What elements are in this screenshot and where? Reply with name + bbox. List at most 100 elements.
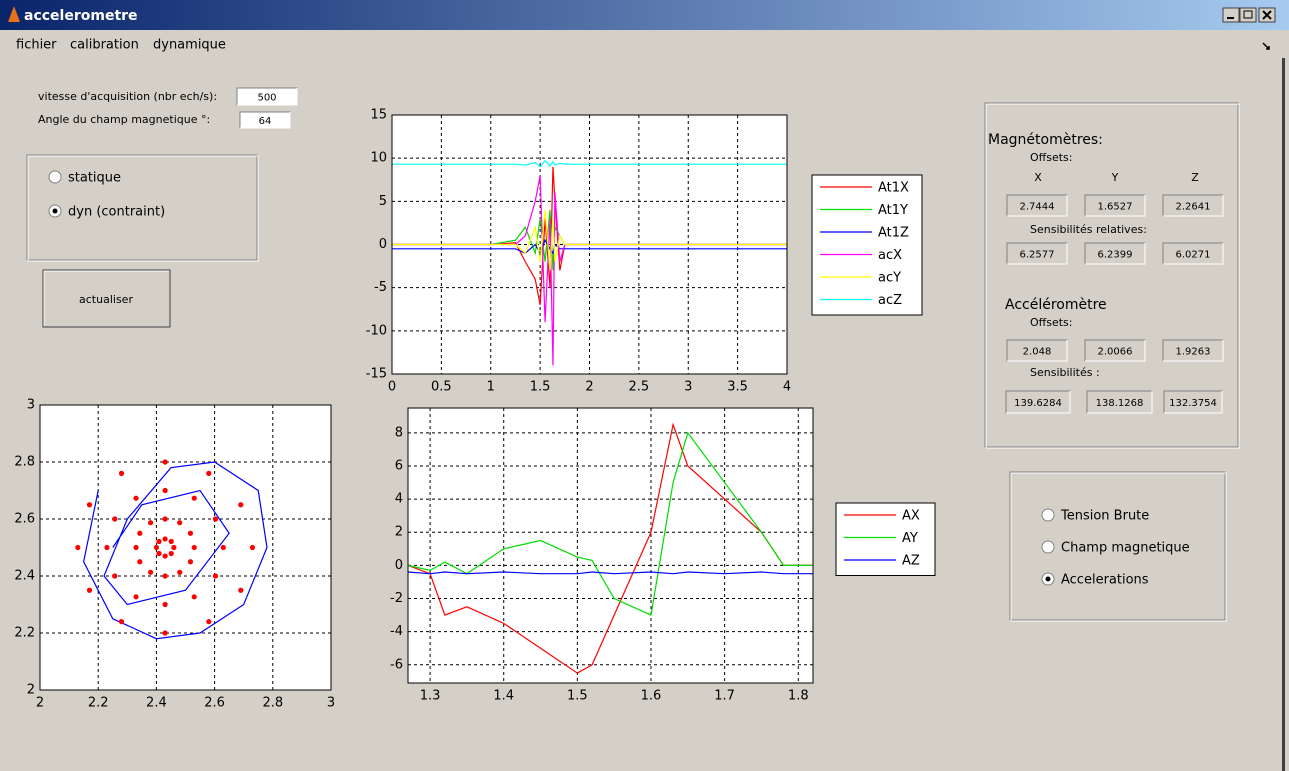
- series-group: [392, 159, 787, 366]
- scatter-point: [249, 544, 256, 551]
- minimize-button[interactable]: [1222, 7, 1240, 23]
- y-tick-label: 2.4: [14, 569, 35, 584]
- value-box-edge: [1085, 340, 1146, 362]
- scatter-point: [177, 520, 183, 526]
- scatter-point: [156, 538, 162, 545]
- scatter-point: [238, 587, 244, 593]
- y-tick-label: -6: [390, 657, 403, 672]
- value-box-edge: [1163, 195, 1224, 217]
- x-tick-label: 2: [36, 696, 44, 711]
- x-tick-label: 1: [487, 380, 495, 395]
- plots: 0 0.5 1 1.5 2 2.5 3 3.5 4 -15 -10 -5 0 5 10 15 At1X At1Y A…: [14, 108, 936, 711]
- x-tick-label: 2.5: [629, 380, 650, 395]
- value-box-edge: [1163, 243, 1224, 265]
- series-group: [75, 459, 268, 640]
- scatter-point: [147, 520, 154, 526]
- y-tick-label: -10: [366, 323, 387, 338]
- scatter-point: [153, 544, 159, 551]
- scatter-point: [162, 516, 168, 522]
- legend: [811, 174, 923, 316]
- button[interactable]: [42, 269, 171, 328]
- scatter-point: [162, 630, 168, 636]
- y-tick-label: 6: [395, 458, 403, 473]
- menu-item[interactable]: dynamique: [153, 38, 226, 53]
- plot-frame: [39, 404, 332, 691]
- button-hl: [43, 270, 169, 326]
- value-box-text: 138.1268: [1096, 398, 1144, 409]
- scatter-point: [238, 502, 244, 508]
- scatter-point: [133, 544, 139, 551]
- scatter-point: [168, 538, 174, 545]
- value-box-text: 6.2577: [1020, 250, 1055, 261]
- mode-radio[interactable]: [48, 170, 62, 184]
- mode-radio-label: statique: [68, 171, 121, 186]
- scatter-point: [162, 553, 168, 559]
- y-tick-label: -4: [390, 624, 403, 639]
- value-box-edge: [1007, 243, 1068, 265]
- legend-label: At1X: [878, 181, 909, 196]
- axis-header: Z: [1191, 171, 1199, 184]
- field-label: Angle du champ magnetique °:: [38, 113, 210, 126]
- window-title: accelerometre: [24, 8, 138, 24]
- scatter-point: [162, 601, 168, 608]
- series-line: [392, 159, 787, 168]
- menu-item[interactable]: calibration: [70, 38, 139, 53]
- scatter-point: [118, 470, 125, 476]
- value-box-text: 1.9263: [1176, 347, 1211, 358]
- scatter-point: [220, 544, 226, 551]
- maximize-glyph: [1243, 10, 1253, 19]
- value-box-text: 6.0271: [1176, 250, 1211, 261]
- legend-label: acZ: [878, 293, 902, 308]
- x-tick-label: 3.5: [727, 380, 748, 395]
- value-box-edge: [1163, 340, 1224, 362]
- x-tick-label: 1.5: [567, 689, 588, 704]
- scatter-point: [191, 594, 197, 600]
- x-tick-label: 0: [388, 380, 396, 395]
- scatter-point: [162, 487, 168, 494]
- y-tick-label: 3: [27, 398, 35, 413]
- y-tick-label: 5: [379, 194, 387, 209]
- y-tick-label: 2: [395, 525, 403, 540]
- calibration-panel: [984, 102, 1239, 448]
- dock-arrow[interactable]: [1262, 42, 1270, 50]
- plot-frame: [407, 407, 814, 684]
- y-tick-label: 10: [370, 151, 387, 166]
- series-line: [83, 461, 268, 640]
- plot-area: [40, 405, 331, 690]
- legend-label: acY: [878, 271, 901, 286]
- scatter-point: [162, 459, 168, 465]
- display-radio[interactable]: [1041, 540, 1055, 554]
- value-box-edge: [1085, 195, 1146, 217]
- legend-label: acX: [878, 248, 902, 263]
- scatter-point: [112, 516, 118, 522]
- legend-label: At1Z: [878, 226, 909, 241]
- y-tick-label: -5: [374, 280, 387, 295]
- axis-header: X: [1034, 171, 1042, 184]
- x-tick-label: 4: [783, 380, 791, 395]
- x-tick-label: 1.8: [788, 689, 809, 704]
- value-box-text: 139.6284: [1014, 398, 1062, 409]
- value-box-text: 2.7444: [1020, 202, 1055, 213]
- display-radio[interactable]: [1041, 508, 1055, 522]
- x-tick-label: 3: [684, 380, 692, 395]
- button-label: actualiser: [79, 293, 133, 306]
- value-box-edge: [1085, 243, 1146, 265]
- value-box-text: 6.2399: [1098, 250, 1133, 261]
- scatter-point: [206, 470, 212, 476]
- value-box-text: 132.3754: [1169, 398, 1217, 409]
- menu-item[interactable]: fichier: [16, 38, 57, 53]
- scatter-point: [187, 559, 194, 565]
- scatter-point: [177, 569, 183, 575]
- scatter-point: [147, 569, 154, 575]
- x-tick-label: 2.2: [88, 696, 109, 711]
- series-line: [408, 431, 813, 616]
- mode-panel-hl: [27, 155, 259, 262]
- x-tick-label: 3: [327, 696, 335, 711]
- section-title: Magnétomètres:: [988, 132, 1103, 148]
- maximize-button[interactable]: [1239, 7, 1257, 23]
- scatter-point: [162, 536, 168, 542]
- title-bar: [0, 0, 1289, 30]
- section-label: Offsets:: [1030, 151, 1073, 164]
- y-tick-label: 2: [27, 683, 35, 698]
